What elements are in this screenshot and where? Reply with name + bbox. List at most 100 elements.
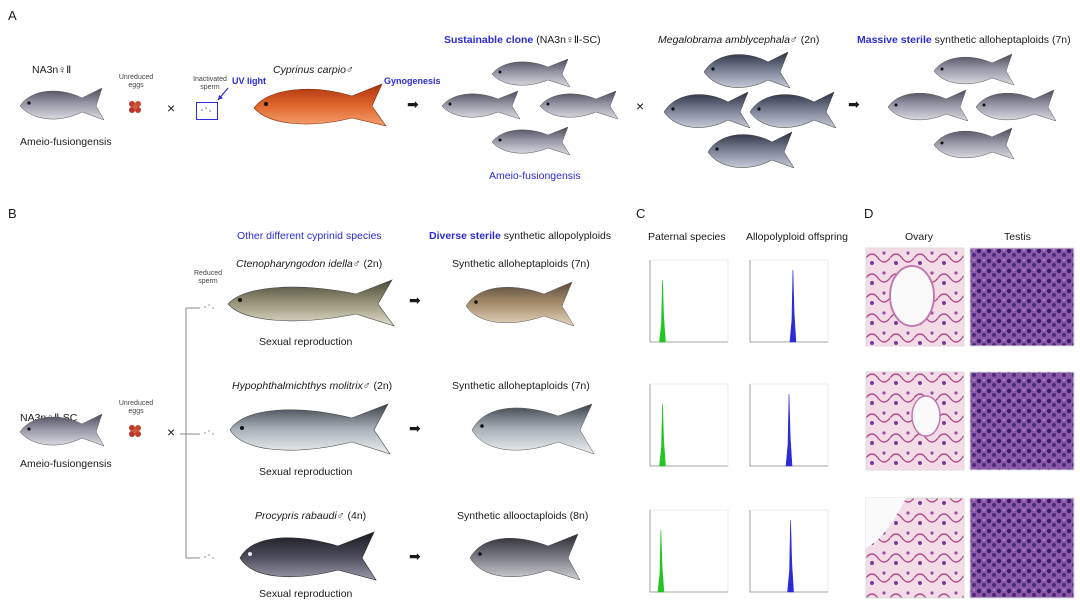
cross-symbol-2: × [636,98,645,114]
bream-species-name: Megalobrama amblycephala [658,34,790,46]
row3-offspring-fish-icon [469,533,581,581]
histogram-peak [659,403,666,467]
branch-bracket [180,307,200,559]
row2-caption: Sexual reproduction [259,466,353,478]
clone-title-blue: Sustainable clone [444,34,534,46]
header-offspring: Diverse sterile synthetic allopolyploids [429,230,611,242]
header-cyprinid-species: Other different cyprinid species [237,230,382,242]
cross-symbol-b: × [167,424,176,440]
col-testis: Testis [1004,231,1031,243]
histogram-peak [659,279,666,343]
clone-caption: Ameio-fusiongensis [489,170,581,182]
reduced-sperm-label-text: Reduced sperm [193,270,223,285]
clone-title-rest: (NA3n♀Ⅱ-SC) [536,34,601,46]
row3-caption: Sexual reproduction [259,588,353,600]
col-ovary: Ovary [905,231,934,243]
arrow-result: ➡ [848,96,860,112]
eggs-label-b: Unreduced eggs [118,400,154,416]
sperm-icon-3 [204,554,214,559]
row1-suffix: ♂ (2n) [352,258,383,270]
grass-carp-icon [227,279,395,327]
testis-image-1 [969,247,1075,347]
row1-caption: Sexual reproduction [259,336,353,348]
reduced-sperm-label: Reduced sperm [188,270,228,286]
row2-offspring: Synthetic alloheptaploids (7n) [452,380,590,392]
paternal-histogram-3 [640,502,732,602]
header-offspring-rest: synthetic allopolyploids [500,230,612,242]
result-title-rest: synthetic alloheptaploids (7n) [931,34,1071,46]
eggs-icon-b [129,425,141,437]
histology-micrographs [865,247,1075,599]
histogram-peak [789,269,797,343]
sperm-icon [201,107,211,112]
histogram-peak [787,519,794,593]
sperm-label-text: Inactivated sperm [193,76,227,91]
row2-arrow: ➡ [409,420,421,436]
testis-image-2 [969,371,1075,471]
silver-carp-icon [229,403,391,455]
histogram-peak [657,529,665,593]
hybrid-fish-1-icon [933,53,1015,86]
row3-species: Procypris rabaudi [255,510,337,522]
row3-arrow: ➡ [409,548,421,564]
carp-label: Cyprinus carpio♂ [273,64,354,76]
row1-offspring: Synthetic alloheptaploids (7n) [452,258,590,270]
female-label: NA3n♀Ⅱ [32,64,72,76]
offspring-histogram-1 [740,252,832,352]
uv-light-label: UV light [232,76,266,86]
clone-fish-3-icon [539,90,619,120]
flow-cytometry-histograms [640,252,850,607]
bream-fish-2-icon [663,91,751,129]
arrow-gynogenesis: ➡ [407,96,419,112]
row1-species-label: Ctenopharyngodon idella♂ (2n) [236,258,382,270]
result-title: Massive sterile synthetic alloheptaploid… [857,34,1071,46]
female-sc-fish-icon [19,413,105,447]
eggs-icon [129,101,141,113]
histogram-peak [785,393,793,467]
row3-species-label: Procypris rabaudi♂ (4n) [255,510,366,522]
paternal-histogram-2 [640,376,732,476]
sperm-icon-2 [204,430,214,435]
female-caption: Ameio-fusiongensis [20,136,112,148]
row3-offspring: Synthetic allooctaploids (8n) [457,510,589,522]
gynogenesis-label: Gynogenesis [384,76,441,86]
sperm-icon-1 [204,304,214,309]
uv-arrow-icon [217,87,229,101]
row2-suffix: ♂ (2n) [362,380,393,392]
cross-symbol: × [167,100,176,116]
row3-suffix: ♂ (4n) [336,510,367,522]
carp-symbol: ♂ [345,64,354,76]
hybrid-fish-4-icon [933,127,1015,160]
clone-title: Sustainable clone (NA3n♀Ⅱ-SC) [444,34,601,46]
eggs-label: Unreduced eggs [118,74,154,90]
panel-d-letter: D [864,206,874,221]
row2-offspring-fish-icon [471,403,595,455]
row2-species-label: Hypophthalmichthys molitrix♂ (2n) [232,380,392,392]
panel-c-letter: C [636,206,646,221]
panel-a-letter: A [8,8,17,23]
row1-arrow: ➡ [409,292,421,308]
eggs-label-text: Unreduced eggs [118,74,154,89]
bream-fish-1-icon [703,51,791,89]
panel-b-letter: B [8,206,17,221]
row1-offspring-fish-icon [465,281,575,327]
hybrid-fish-3-icon [975,89,1057,122]
bream-fish-4-icon [707,131,795,169]
col-paternal-species: Paternal species [648,231,726,243]
carp-species-name: Cyprinus carpio [273,64,346,76]
clone-fish-2-icon [441,90,521,120]
female-sc-caption: Ameio-fusiongensis [20,458,112,470]
header-offspring-blue: Diverse sterile [429,230,501,242]
bream-suffix: ♂ (2n) [789,34,820,46]
sperm-box [196,102,218,120]
testis-image-3 [969,497,1075,599]
row1-species: Ctenopharyngodon idella [236,258,353,270]
row2-species: Hypophthalmichthys molitrix [232,380,363,392]
sperm-label: Inactivated sperm [190,76,230,92]
rock-carp-icon [239,531,377,581]
col-allopolyploid-offspring: Allopolyploid offspring [746,231,848,243]
hybrid-fish-2-icon [887,89,969,122]
clone-fish-1-icon [491,58,571,88]
paternal-histogram-1 [640,252,732,352]
bream-title: Megalobrama amblycephala♂ (2n) [658,34,819,46]
